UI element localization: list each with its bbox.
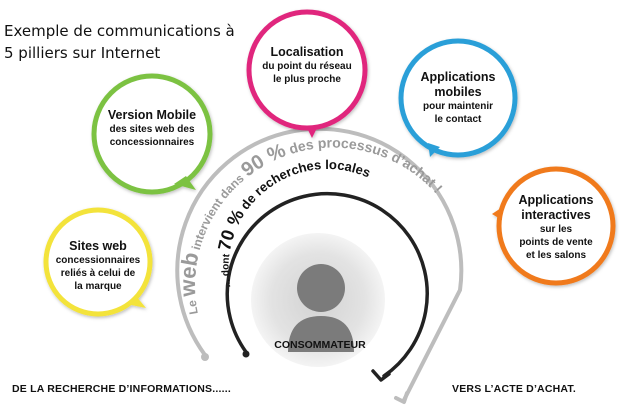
bubble-sites-web-line-2: reliés à celui de	[60, 268, 136, 279]
bubble-version-mobile-text: Version Mobile des sites web des concess…	[97, 108, 207, 149]
bottom-left-label: DE LA RECHERCHE D’INFORMATIONS......	[12, 383, 231, 395]
caption: Exemple de communications à 5 pilliers s…	[4, 20, 235, 64]
bubble-sites-web-title: Sites web	[69, 239, 127, 253]
bubble-version-mobile-line-2: concessionnaires	[109, 137, 195, 148]
bubble-applications-interactives-line-2: points de vente	[519, 237, 593, 248]
bubble-version-mobile	[91, 73, 213, 195]
bubble-localisation-line-2: le plus proche	[273, 74, 341, 85]
bubble-localisation	[246, 9, 368, 138]
bubble-sites-web-line-1: concessionnaires	[55, 255, 141, 266]
inner-arc-start-dot	[242, 350, 250, 358]
outer-arc-prefix: Le	[185, 296, 201, 315]
bubble-applications-interactives-text: Applications interactives sur les points…	[506, 193, 606, 262]
bubble-version-mobile-title: Version Mobile	[107, 108, 197, 122]
caption-line-2: 5 pilliers sur Internet	[4, 44, 161, 62]
bubble-applications-interactives	[492, 166, 616, 286]
outer-arc-arrowhead	[394, 391, 409, 404]
bubble-applications-interactives-title: Applications interactives	[518, 193, 594, 222]
consumer-icon	[288, 264, 354, 352]
caption-line-1: Exemple de communications à	[4, 22, 235, 40]
inner-arc-arrowhead	[371, 369, 391, 382]
outer-arc-start-dot	[201, 353, 209, 361]
bubble-localisation-line-1: du point du réseau	[262, 61, 352, 72]
outer-arc	[175, 126, 464, 402]
bubble-applications-mobiles	[398, 38, 518, 158]
bubble-localisation-title: Localisation	[270, 45, 344, 59]
bubble-version-mobile-line-1: des sites web des	[109, 124, 195, 135]
bubble-applications-mobiles-line-2: le contact	[434, 114, 482, 125]
bubble-sites-web-text: Sites web concessionnaires reliés à celu…	[48, 239, 148, 293]
consumer-label: CONSOMMATEUR	[274, 339, 366, 351]
bubble-applications-mobiles-text: Applications mobiles pour maintenir le c…	[408, 70, 508, 126]
bubble-applications-mobiles-line-1: pour maintenir	[422, 101, 493, 112]
bubble-sites-web	[43, 207, 153, 317]
bubble-applications-mobiles-title: Applications mobiles	[420, 70, 496, 99]
outer-arc-word: web	[175, 250, 204, 298]
inner-arc	[225, 191, 429, 378]
bubble-applications-interactives-line-3: et les salons	[525, 250, 587, 261]
bubble-localisation-text: Localisation du point du réseau le plus …	[252, 45, 362, 86]
inner-arc-prefix: ... dont	[220, 250, 233, 288]
bottom-right-label: VERS L’ACTE D’ACHAT.	[452, 383, 576, 395]
bubble-applications-interactives-line-1: sur les	[539, 224, 573, 235]
bubble-sites-web-line-3: la marque	[74, 281, 122, 292]
